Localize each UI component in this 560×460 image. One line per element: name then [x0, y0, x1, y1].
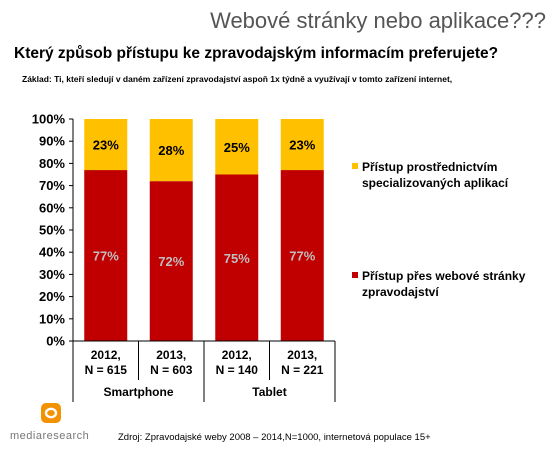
y-tick-label: 30%: [39, 267, 65, 282]
y-tick-label: 80%: [39, 156, 65, 171]
y-tick-label: 40%: [39, 245, 65, 260]
mediaresearch-logo: mediaresearch: [6, 402, 106, 452]
bar-segment-web: [84, 170, 128, 341]
survey-question: Který způsob přístupu ke zpravodajským i…: [14, 45, 499, 62]
slide-title: Webové stránky nebo aplikace???: [210, 8, 546, 33]
data-label-apps: 28%: [158, 143, 184, 158]
y-tick-label: 50%: [39, 223, 65, 238]
bar-segment-apps: [215, 119, 259, 175]
x-category-label-line: N = 140: [216, 363, 259, 377]
bar-segment-web: [280, 170, 324, 341]
x-category-label: 2013, N = 221: [281, 348, 324, 377]
y-tick-label: 90%: [39, 134, 65, 149]
bar-segment-web: [149, 181, 193, 341]
y-tick-label: 20%: [39, 289, 65, 304]
x-category-label-line: N = 615: [85, 363, 128, 377]
logo-text: mediaresearch: [10, 430, 90, 442]
x-group-label: Smartphone: [103, 385, 173, 399]
logo-mark-icon: [41, 403, 61, 423]
y-tick-label: 10%: [39, 311, 65, 326]
x-category-label: 2012, N = 615: [85, 348, 128, 377]
data-label-apps: 25%: [224, 140, 250, 155]
x-category-label-line: N = 221: [281, 363, 324, 377]
bar-segment-apps: [149, 119, 193, 182]
legend-label-web: Přístup přes webové stránky zpravodajstv…: [362, 269, 526, 299]
bar-segment-web: [215, 174, 259, 341]
data-label-apps: 23%: [289, 138, 315, 153]
bar-segment-apps: [280, 119, 324, 171]
x-category-label: 2012, N = 140: [216, 348, 259, 377]
x-category-label-line: 2013,: [287, 348, 317, 362]
data-label-apps: 23%: [93, 138, 119, 153]
data-label-web: 77%: [289, 249, 315, 264]
data-label-web: 75%: [224, 251, 250, 266]
survey-basis-note: Základ: Ti, kteří sledují v daném zaříze…: [22, 74, 453, 84]
data-label-web: 77%: [93, 249, 119, 264]
x-category-label: 2013, N = 603: [150, 348, 193, 377]
x-category-label-line: 2013,: [156, 348, 186, 362]
data-label-web: 72%: [158, 254, 184, 269]
y-tick-label: 60%: [39, 200, 65, 215]
legend-swatch-apps: [352, 163, 358, 169]
y-tick-label: 0%: [46, 334, 65, 349]
y-tick-label: 100%: [32, 112, 66, 127]
x-category-label-line: 2012,: [222, 348, 252, 362]
x-category-label-line: N = 603: [150, 363, 193, 377]
bar-segment-apps: [84, 119, 128, 171]
x-group-label: Tablet: [252, 385, 286, 399]
source-note: Zdroj: Zpravodajské weby 2008 – 2014,N=1…: [118, 432, 431, 443]
legend-label-apps: Přístup prostřednictvím specializovaných…: [362, 160, 509, 190]
stacked-bar-chart: 0% 10% 20% 30% 40% 50% 60% 70% 80% 90% 100% 77% 23% 7…: [32, 112, 336, 402]
y-tick-label: 70%: [39, 178, 65, 193]
x-category-label-line: 2012,: [91, 348, 121, 362]
legend-swatch-web: [352, 272, 358, 278]
